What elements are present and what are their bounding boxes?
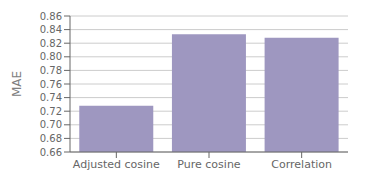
svg-text:0.68: 0.68 [40,133,62,144]
svg-text:0.82: 0.82 [40,38,62,49]
svg-text:0.76: 0.76 [40,79,62,90]
svg-text:Adjusted cosine: Adjusted cosine [73,158,160,171]
svg-text:MAE: MAE [10,71,24,97]
svg-text:0.84: 0.84 [40,24,62,35]
svg-text:0.74: 0.74 [40,92,62,103]
svg-text:0.70: 0.70 [40,119,62,130]
svg-text:Pure cosine: Pure cosine [177,158,240,171]
svg-text:0.66: 0.66 [40,147,62,158]
svg-text:0.78: 0.78 [40,65,62,76]
svg-text:0.86: 0.86 [40,11,62,22]
svg-text:0.80: 0.80 [40,51,62,62]
svg-text:Correlation: Correlation [271,158,332,171]
svg-text:0.72: 0.72 [40,106,62,117]
